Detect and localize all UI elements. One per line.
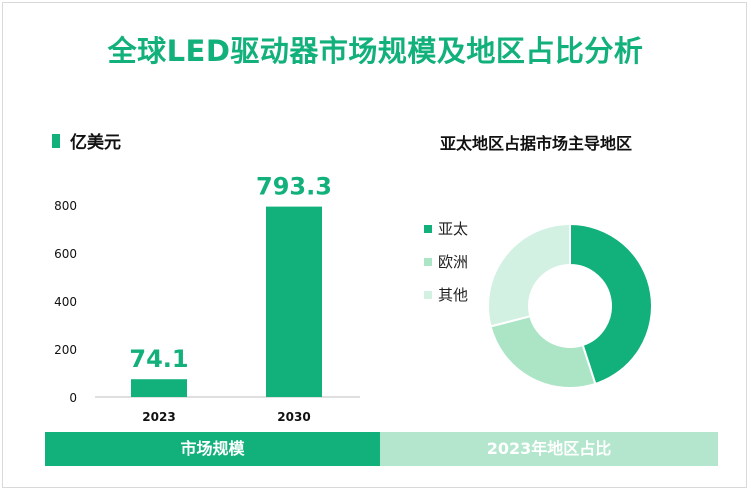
pie-legend-label: 其他 <box>438 286 469 304</box>
pie-legend-item: 欧洲 <box>424 245 468 278</box>
bar-legend-swatch <box>52 133 60 148</box>
bar-value-label: 793.3 <box>256 173 332 201</box>
bar-legend-label: 亿美元 <box>70 133 121 153</box>
bar-2030 <box>266 206 322 397</box>
pie-title: 亚太地区占据市场主导地区 <box>440 134 633 153</box>
pie-legend-label: 欧洲 <box>438 253 469 271</box>
y-tick-label: 600 <box>54 247 77 261</box>
x-tick-label: 2023 <box>142 410 175 424</box>
pie-legend-item: 亚太 <box>424 212 468 245</box>
pie-legend-swatch <box>424 257 432 266</box>
bar-legend: 亿美元 <box>52 128 121 153</box>
pie-slice-欧洲 <box>489 314 597 389</box>
y-tick-label: 200 <box>54 343 77 357</box>
region-share-strip: 2023年地区占比 <box>380 432 718 466</box>
x-tick-label: 2030 <box>277 410 310 424</box>
pie-legend-item: 其他 <box>424 278 468 311</box>
market-size-strip: 市场规模 <box>45 432 380 466</box>
y-tick-label: 0 <box>69 391 77 405</box>
bar-value-label: 74.1 <box>129 345 188 373</box>
pie-slice-亚太 <box>569 222 653 386</box>
pie-slice-其他 <box>487 222 571 328</box>
pie-legend-label: 亚太 <box>438 220 469 238</box>
y-tick-label: 400 <box>54 295 77 309</box>
page-title: 全球LED驱动器市场规模及地区占比分析 <box>107 34 644 68</box>
chart-frame <box>2 2 747 488</box>
pie-legend: 亚太 欧洲 其他 <box>424 212 468 311</box>
pie-legend-swatch <box>424 224 432 233</box>
pie-legend-swatch <box>424 290 432 299</box>
bar-2023 <box>131 379 187 397</box>
y-tick-label: 800 <box>54 199 77 213</box>
